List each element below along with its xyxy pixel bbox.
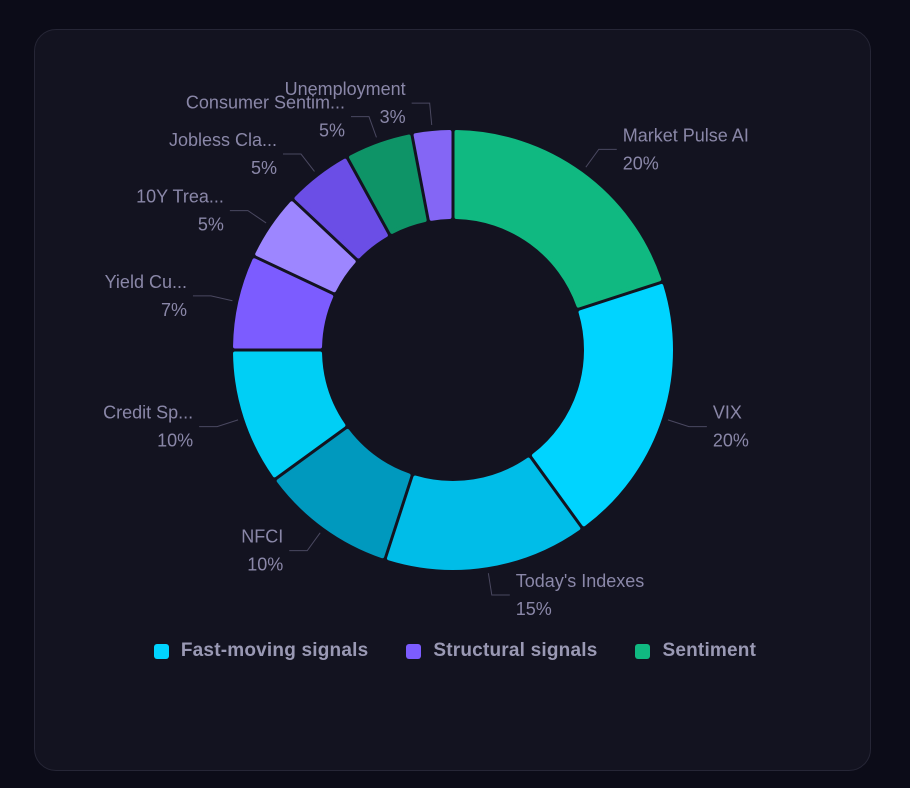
legend-label-fast-moving: Fast-moving signals — [180, 640, 369, 661]
connector-today-s-indexes — [487, 573, 510, 596]
slice-jobless-cla[interactable] — [294, 158, 388, 259]
slice-market-pulse-ai[interactable] — [454, 130, 662, 308]
legend-label-sentiment: Sentiment — [662, 640, 757, 661]
slice-label-yield-cu: Yield Cu... — [105, 272, 187, 292]
legend-item-sentiment[interactable]: Sentiment — [635, 640, 756, 662]
legend-item-fast-moving[interactable]: Fast-moving signals — [153, 640, 369, 662]
connector-credit-sp — [199, 419, 239, 428]
legend-swatch-sentiment — [635, 643, 651, 659]
slice-label-10y-trea: 10Y Trea... — [136, 187, 224, 207]
slice-nfci[interactable] — [276, 428, 411, 559]
slice-value-today-s-indexes: 15% — [516, 599, 552, 619]
slice-label-today-s-indexes: Today's Indexes — [516, 571, 645, 591]
slice-labels: Market Pulse AI 20% VIX 20% Today's Indexes 1… — [103, 79, 749, 619]
connector-consumer-sentim — [350, 116, 377, 138]
slice-value-yield-cu: 7% — [161, 300, 187, 320]
slice-label-vix: VIX — [713, 403, 742, 423]
legend-swatch-structural — [406, 643, 422, 659]
slice-label-market-pulse-ai: Market Pulse AI — [623, 125, 749, 145]
slice-label-jobless-cla: Jobless Cla... — [169, 130, 277, 150]
connector-unemployment — [411, 102, 433, 126]
label-connectors — [192, 102, 707, 596]
slice-label-unemployment: Unemployment — [285, 79, 406, 99]
legend-swatch-fast-moving — [153, 643, 169, 659]
slice-10y-trea[interactable] — [255, 201, 356, 293]
slice-value-vix: 20% — [713, 431, 749, 451]
connector-vix — [667, 419, 707, 428]
slice-yield-cu[interactable] — [233, 258, 334, 349]
connector-nfci — [289, 532, 321, 552]
slice-label-nfci: NFCI — [241, 527, 283, 547]
legend-label-structural: Structural signals — [433, 640, 598, 661]
slice-unemployment[interactable] — [413, 130, 452, 221]
connector-jobless-cla — [282, 153, 315, 172]
slice-value-10y-trea: 5% — [198, 215, 224, 235]
connector-yield-cu — [192, 295, 233, 302]
connector-10y-trea — [229, 210, 267, 224]
slice-credit-sp[interactable] — [233, 351, 346, 478]
slice-label-credit-sp: Credit Sp... — [103, 403, 193, 423]
slice-today-s-indexes[interactable] — [386, 457, 581, 570]
donut-slices — [233, 130, 673, 570]
slice-label-consumer-sentim: Consumer Sentim... — [186, 93, 345, 113]
slice-consumer-sentim[interactable] — [349, 134, 427, 234]
legend-item-structural[interactable]: Structural signals — [406, 640, 597, 662]
legend: Fast-moving signals Structural signals S… — [0, 640, 910, 662]
chart-card — [34, 29, 871, 771]
slice-value-market-pulse-ai: 20% — [623, 153, 659, 173]
slice-value-unemployment: 3% — [380, 107, 406, 127]
connector-market-pulse-ai — [585, 148, 617, 168]
slice-value-jobless-cla: 5% — [251, 158, 277, 178]
slice-value-credit-sp: 10% — [157, 431, 193, 451]
slice-value-nfci: 10% — [247, 555, 283, 575]
slice-value-consumer-sentim: 5% — [319, 121, 345, 141]
slice-vix[interactable] — [531, 283, 673, 527]
